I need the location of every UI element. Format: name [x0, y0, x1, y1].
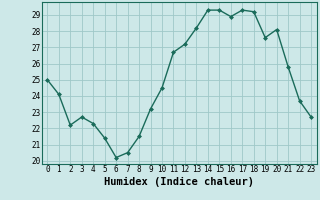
X-axis label: Humidex (Indice chaleur): Humidex (Indice chaleur) [104, 177, 254, 187]
